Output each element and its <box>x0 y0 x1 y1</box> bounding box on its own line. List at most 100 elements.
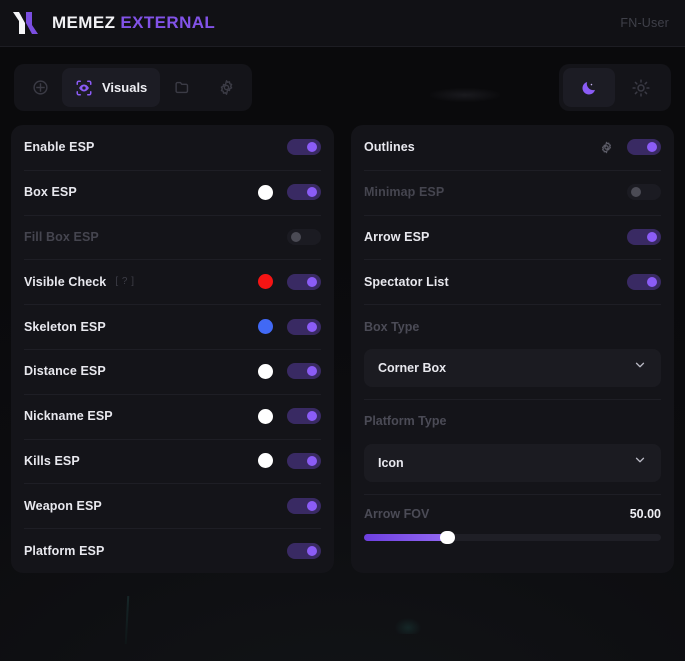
scene-artifact-streak <box>124 595 130 645</box>
setting-row: Box ESP <box>24 169 321 215</box>
setting-toggle[interactable] <box>287 497 321 514</box>
help-hint[interactable]: [ ? ] <box>115 276 135 288</box>
setting-toggle[interactable] <box>287 228 321 245</box>
setting-label: Nickname ESP <box>24 409 113 424</box>
app-title: MEMEZ EXTERNAL <box>52 13 215 33</box>
visuals-right-panel: Outlines Minimap ESP Arrow ESP Spectator Li… <box>351 125 674 573</box>
setting-label: Skeleton ESP <box>24 319 106 334</box>
setting-controls <box>258 184 321 201</box>
visuals-left-panel: Enable ESP Box ESP Fill Box ESP Visible Che… <box>11 125 334 573</box>
setting-row: Platform ESP <box>24 528 321 573</box>
setting-row: Distance ESP <box>24 348 321 394</box>
setting-controls <box>627 184 661 201</box>
setting-toggle[interactable] <box>627 273 661 290</box>
scene-artifact-haze <box>430 88 500 102</box>
setting-label: Box ESP <box>24 185 77 200</box>
platform-type-select[interactable]: Icon <box>364 443 661 482</box>
toggle-knob <box>307 455 317 466</box>
setting-toggle[interactable] <box>627 228 661 245</box>
setting-toggle[interactable] <box>287 318 321 335</box>
toggle-knob <box>291 231 301 242</box>
setting-label: Kills ESP <box>24 453 80 468</box>
arrow-fov-value: 50.00 <box>629 506 661 521</box>
toggle-knob <box>307 545 317 556</box>
toggle-knob <box>307 187 317 198</box>
theme-dark-button[interactable] <box>563 68 615 107</box>
color-swatch[interactable] <box>258 184 273 200</box>
arrow-fov-slider[interactable] <box>364 530 661 544</box>
setting-toggle[interactable] <box>287 139 321 156</box>
setting-toggle[interactable] <box>287 542 321 559</box>
brand-primary: MEMEZ <box>52 13 116 32</box>
setting-label: Spectator List <box>364 274 449 289</box>
setting-row: Fill Box ESP <box>24 214 321 260</box>
crosshair-icon <box>32 79 49 96</box>
setting-label: Distance ESP <box>24 364 106 379</box>
color-swatch[interactable] <box>258 319 273 335</box>
toggle-knob <box>307 366 317 377</box>
toggle-knob <box>647 276 657 287</box>
setting-controls <box>258 408 321 425</box>
setting-label: Enable ESP <box>24 140 95 155</box>
tab-visuals-label: Visuals <box>102 80 148 95</box>
setting-controls <box>258 273 321 290</box>
setting-row: Enable ESP <box>24 125 321 170</box>
setting-controls <box>287 497 321 514</box>
app-header: MEMEZ EXTERNAL FN-User <box>0 0 685 47</box>
setting-controls <box>287 228 321 245</box>
setting-row: Nickname ESP <box>24 393 321 439</box>
tab-visuals[interactable]: Visuals <box>62 68 161 107</box>
setting-row: Kills ESP <box>24 438 321 484</box>
box-type-select[interactable]: Corner Box <box>364 348 661 387</box>
memez-logo-icon <box>13 12 38 34</box>
setting-label: Fill Box ESP <box>24 229 99 244</box>
gear-icon <box>218 79 235 96</box>
tab-configs[interactable] <box>160 68 204 107</box>
setting-label: Visible Check <box>24 274 107 289</box>
setting-row: Outlines <box>364 125 661 170</box>
slider-thumb[interactable] <box>440 530 456 544</box>
gear-icon[interactable] <box>600 141 613 154</box>
toggle-knob <box>307 321 317 332</box>
setting-controls <box>287 139 321 156</box>
color-swatch[interactable] <box>258 274 273 290</box>
setting-toggle[interactable] <box>287 184 321 201</box>
toggle-knob <box>307 500 317 511</box>
setting-toggle[interactable] <box>287 408 321 425</box>
scene-artifact-blob <box>395 618 421 634</box>
toggle-knob <box>647 142 657 153</box>
toggle-knob <box>631 187 641 198</box>
color-swatch[interactable] <box>258 408 273 424</box>
platform-type-selected-value: Icon <box>378 455 404 470</box>
setting-row: Visible Check [ ? ] <box>24 259 321 304</box>
slider-fill <box>364 533 448 541</box>
setting-toggle[interactable] <box>287 363 321 380</box>
tab-settings[interactable] <box>204 68 248 107</box>
platform-type-label-row: Platform Type <box>364 398 661 444</box>
setting-toggle[interactable] <box>287 273 321 290</box>
setting-controls <box>258 452 321 469</box>
theme-light-button[interactable] <box>615 68 667 107</box>
setting-controls <box>287 542 321 559</box>
setting-toggle[interactable] <box>287 452 321 469</box>
arrow-fov-label: Arrow FOV <box>364 506 430 521</box>
toggle-knob <box>307 142 317 153</box>
setting-row: Spectator List <box>364 259 661 304</box>
toggle-knob <box>307 276 317 287</box>
color-swatch[interactable] <box>258 363 273 379</box>
brand-accent: EXTERNAL <box>120 13 216 32</box>
scan-eye-icon <box>75 79 93 97</box>
setting-toggle[interactable] <box>627 139 661 156</box>
setting-controls <box>627 273 661 290</box>
sun-icon <box>632 78 650 97</box>
setting-label: Minimap ESP <box>364 185 445 200</box>
toggle-knob <box>647 231 657 242</box>
color-swatch[interactable] <box>258 453 273 469</box>
tab-aimbot[interactable] <box>18 68 62 107</box>
moon-icon <box>580 79 598 97</box>
setting-toggle[interactable] <box>627 184 661 201</box>
box-type-label-row: Box Type <box>364 304 661 349</box>
chevron-down-icon <box>633 453 647 472</box>
arrow-fov-header: Arrow FOV 50.00 <box>364 493 661 534</box>
setting-controls <box>600 139 661 156</box>
